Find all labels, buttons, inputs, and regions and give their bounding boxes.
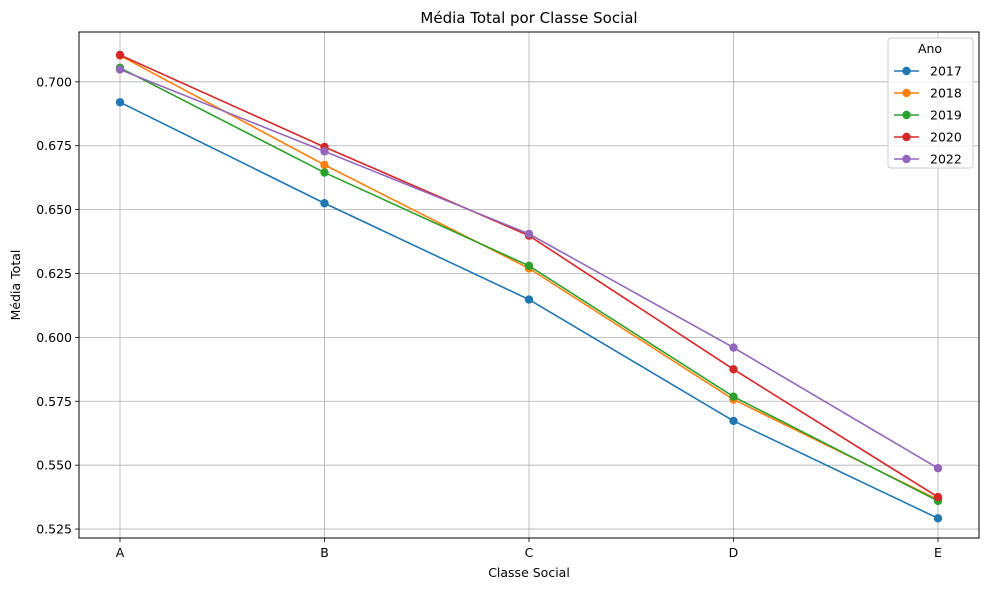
legend-item-2017: 2017 xyxy=(894,64,962,79)
legend-item-2020: 2020 xyxy=(894,130,962,145)
y-tick-label: 0.600 xyxy=(36,330,72,345)
series-2017 xyxy=(115,98,943,523)
data-point xyxy=(115,65,125,74)
y-tick-label: 0.550 xyxy=(36,458,72,473)
data-point xyxy=(933,464,943,473)
legend: Ano 2017 2018 2019 2020 2022 xyxy=(887,37,974,169)
legend-item-2019: 2019 xyxy=(894,108,962,123)
x-tick-label: E xyxy=(934,545,942,560)
data-point xyxy=(524,261,534,271)
data-point xyxy=(320,160,329,170)
legend-marker xyxy=(902,154,911,164)
legend-item-2018: 2018 xyxy=(894,86,962,101)
series-2022 xyxy=(115,65,943,473)
y-tick-label: 0.700 xyxy=(36,74,72,89)
y-tick-label: 0.575 xyxy=(36,394,72,409)
x-axis-title: Classe Social xyxy=(488,565,570,580)
x-axis: A B C D E xyxy=(116,538,942,560)
x-tick-label: C xyxy=(525,545,534,560)
y-tick-label: 0.625 xyxy=(36,266,72,281)
legend-label: 2019 xyxy=(930,108,962,123)
y-tick-label: 0.525 xyxy=(36,522,72,537)
legend-marker xyxy=(902,88,911,98)
x-tick-label: A xyxy=(116,545,125,560)
x-tick-label: B xyxy=(320,545,329,560)
legend-label: 2017 xyxy=(930,64,962,79)
data-point xyxy=(320,199,329,208)
legend-box xyxy=(887,37,974,169)
legend-label: 2022 xyxy=(930,152,962,167)
data-point xyxy=(729,416,738,426)
series-lines xyxy=(115,50,943,523)
y-axis: 0.525 0.550 0.575 0.600 0.625 0.650 0.675 0.700 xyxy=(36,74,79,537)
data-point xyxy=(320,168,329,177)
y-tick-label: 0.650 xyxy=(36,202,72,217)
grid-lines xyxy=(79,32,979,538)
data-point xyxy=(320,147,329,156)
data-point xyxy=(115,98,125,107)
x-tick-label: D xyxy=(729,545,739,560)
data-point xyxy=(524,229,534,239)
legend-title: Ano xyxy=(918,41,942,56)
data-point xyxy=(933,514,943,523)
y-axis-title: Média Total xyxy=(8,250,23,321)
chart-title: Média Total por Classe Social xyxy=(420,9,637,27)
legend-marker xyxy=(902,110,911,120)
data-point xyxy=(524,295,534,304)
data-point xyxy=(933,492,943,502)
legend-label: 2018 xyxy=(930,86,962,101)
legend-label: 2020 xyxy=(930,130,962,145)
data-point xyxy=(729,392,738,401)
data-point xyxy=(729,343,738,352)
y-tick-label: 0.675 xyxy=(36,138,72,153)
legend-marker xyxy=(902,132,911,142)
data-point xyxy=(729,365,738,374)
series-2019 xyxy=(115,63,943,506)
legend-item-2022: 2022 xyxy=(894,152,962,167)
legend-marker xyxy=(902,66,911,76)
data-point xyxy=(115,50,125,60)
